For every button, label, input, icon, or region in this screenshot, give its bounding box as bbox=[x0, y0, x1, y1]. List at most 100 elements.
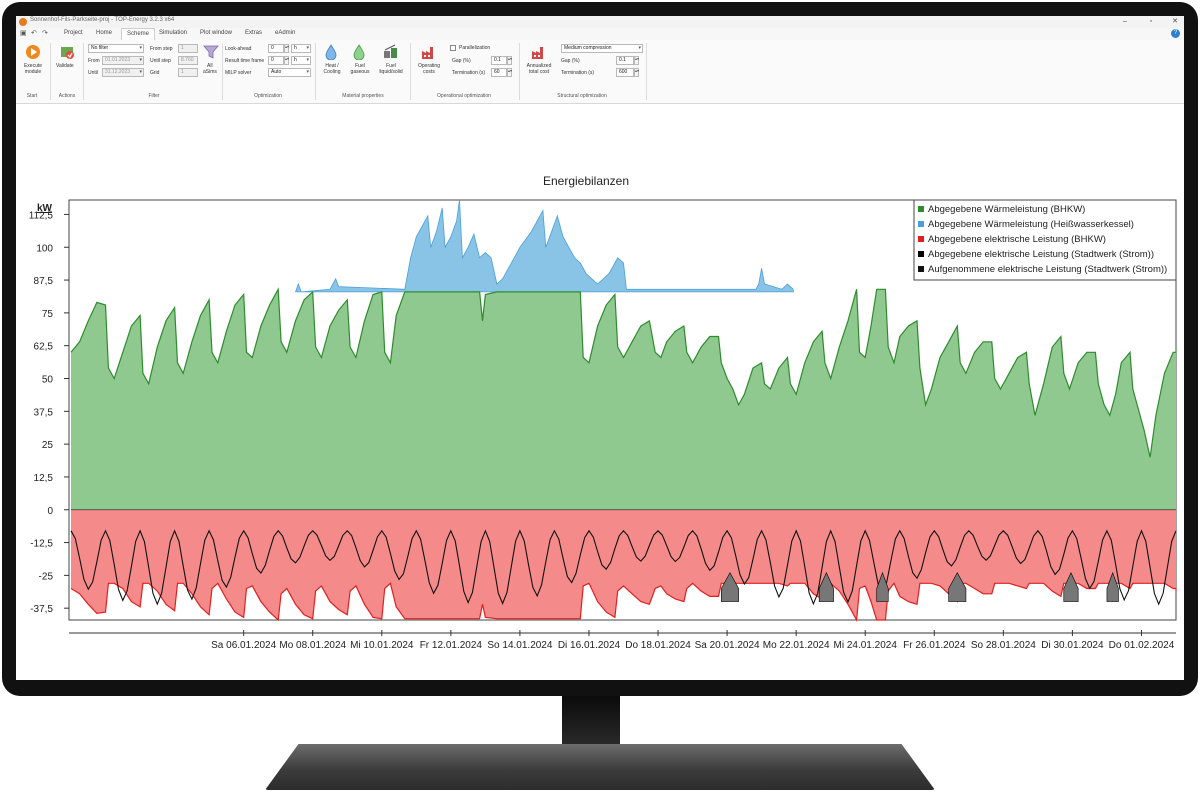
execute-module-label: Execute module bbox=[23, 63, 43, 75]
series-area-grid-export bbox=[948, 572, 967, 602]
execute-module-button[interactable]: Execute module bbox=[18, 42, 48, 88]
str-termination-stepper[interactable]: ▴▾ bbox=[634, 68, 639, 77]
y-tick-label: 62,5 bbox=[34, 342, 54, 353]
from-date-field[interactable]: 01.01.2023 ▾ bbox=[102, 56, 144, 65]
execute-icon bbox=[26, 45, 40, 59]
series-area-boiler-heat bbox=[295, 199, 794, 293]
save-icon[interactable]: ▣ bbox=[20, 30, 27, 37]
annualized-total-cost-button[interactable]: Annualized total cost bbox=[522, 42, 556, 88]
close-icon[interactable]: ✕ bbox=[1172, 18, 1178, 25]
validate-icon bbox=[61, 47, 74, 59]
grid-field[interactable]: 1 bbox=[178, 68, 198, 77]
str-gap-field[interactable]: 0.1 bbox=[616, 56, 634, 65]
str-gap-stepper[interactable]: ▴▾ bbox=[634, 56, 639, 65]
factory-icon bbox=[422, 47, 433, 59]
group-label-optimization: Optimization bbox=[254, 93, 282, 99]
chevron-down-icon: ▾ bbox=[306, 45, 309, 51]
until-date-field[interactable]: 31.12.2023 ▾ bbox=[102, 68, 144, 77]
legend-swatch bbox=[918, 251, 924, 257]
ribbon-separator bbox=[50, 43, 51, 100]
y-tick-label: 0 bbox=[47, 506, 53, 517]
x-tick-label: Di 16.01.2024 bbox=[558, 640, 621, 651]
fuel-gas-drop-icon bbox=[353, 44, 365, 60]
minimize-icon[interactable]: – bbox=[1123, 18, 1127, 25]
validate-button[interactable]: Validate bbox=[53, 42, 81, 88]
tab-extras[interactable]: Extras bbox=[245, 30, 263, 36]
ribbon-separator bbox=[83, 43, 84, 100]
all-asims-button[interactable]: All aSims bbox=[201, 42, 221, 88]
result-time-frame-stepper[interactable]: ▴▾ bbox=[284, 56, 289, 65]
series-area-grid-export bbox=[721, 572, 739, 602]
fuel-liquid-solid-button[interactable]: Fuel liquid/solid bbox=[374, 42, 408, 88]
tab-home[interactable]: Home bbox=[96, 30, 113, 36]
op-gap-stepper[interactable]: ▴▾ bbox=[507, 56, 512, 65]
y-tick-label: -12,5 bbox=[30, 539, 53, 550]
series-area-grid-export bbox=[876, 571, 889, 602]
annualized-total-cost-label: Annualized total cost bbox=[526, 63, 552, 75]
validate-label: Validate bbox=[56, 63, 74, 69]
lookahead-stepper[interactable]: ▴▾ bbox=[284, 44, 289, 53]
lookahead-field[interactable]: 0 bbox=[268, 44, 284, 53]
tab-simulation[interactable]: Simulation bbox=[159, 30, 188, 36]
tab-eadmin[interactable]: eAdmin bbox=[275, 30, 296, 36]
fuel-barrel-icon bbox=[384, 44, 397, 58]
series-area-bhkw-heat bbox=[71, 289, 1176, 510]
compression-select[interactable]: Medium compression ▾ bbox=[561, 44, 643, 53]
undo-icon[interactable]: ↶ bbox=[31, 30, 37, 37]
y-tick-label: 25 bbox=[42, 440, 54, 451]
legend-entry: Abgegebene elektrische Leistung (BHKW) bbox=[928, 234, 1106, 245]
tab-scheme[interactable]: Scheme bbox=[121, 28, 156, 40]
energy-balance-chart: Energiebilanzen -37,5 -25 -12,5 0 12,5 25 37,5… bbox=[29, 174, 1177, 651]
x-tick-label: So 14.01.2024 bbox=[487, 640, 552, 651]
result-time-frame-unit-select[interactable]: h ▾ bbox=[291, 56, 311, 65]
heat-cooling-button[interactable]: Heat / Cooling bbox=[318, 42, 344, 88]
help-icon[interactable]: ? bbox=[1171, 29, 1180, 38]
redo-icon[interactable]: ↷ bbox=[42, 30, 48, 37]
from-step-field[interactable]: 1 bbox=[178, 44, 198, 53]
fuel-gaseous-button[interactable]: Fuel gaseous bbox=[346, 42, 372, 88]
all-label: All bbox=[207, 63, 213, 69]
lookahead-unit-select[interactable]: h ▾ bbox=[291, 44, 311, 53]
tab-project[interactable]: Project bbox=[64, 30, 83, 36]
from-date-value: 01.01.2023 bbox=[105, 57, 131, 63]
group-label-material-properties: Material properties bbox=[342, 93, 384, 99]
ribbon-separator bbox=[222, 43, 223, 100]
tab-plot-window[interactable]: Plot window bbox=[200, 30, 233, 36]
op-gap-field[interactable]: 0.1 bbox=[491, 56, 507, 65]
y-axis: -37,5 -25 -12,5 0 12,5 25 37,5 50 62,5 75 87,5 100 1… bbox=[29, 203, 1176, 615]
operating-costs-button[interactable]: Operating costs bbox=[414, 42, 444, 88]
x-tick-label: Mo 22.01.2024 bbox=[763, 640, 830, 651]
op-termination-stepper[interactable]: ▴▾ bbox=[507, 68, 512, 77]
milp-solver-select[interactable]: Auto ▾ bbox=[268, 68, 311, 77]
grid-label: Grid bbox=[150, 70, 160, 76]
series-line-bhkw-heat bbox=[70, 287, 1177, 458]
y-tick-label: 12,5 bbox=[34, 473, 54, 484]
chart-title: Energiebilanzen bbox=[543, 174, 629, 188]
until-date-value: 31.12.2023 bbox=[105, 69, 131, 75]
series-areas bbox=[70, 199, 1177, 623]
legend: Abgegebene Wärmeleistung (BHKW) Abgegeben… bbox=[913, 199, 1177, 281]
title-bar: Sonnenhof-Fils-Parkseite-proj - TOP-Ener… bbox=[16, 16, 1184, 28]
x-tick-label: Fr 12.01.2024 bbox=[420, 640, 483, 651]
maximize-icon[interactable]: ▫ bbox=[1149, 18, 1153, 25]
x-tick-label: Di 30.01.2024 bbox=[1041, 640, 1104, 651]
y-tick-label: 50 bbox=[42, 375, 54, 386]
x-tick-label: Mi 10.01.2024 bbox=[350, 640, 414, 651]
y-tick-label: 112,5 bbox=[29, 210, 54, 221]
filter-select[interactable]: No filter ▾ bbox=[88, 44, 144, 53]
str-termination-field[interactable]: 600 bbox=[616, 68, 634, 77]
legend-box bbox=[913, 199, 1177, 281]
x-tick-label: Sa 20.01.2024 bbox=[695, 640, 760, 651]
legend-swatch bbox=[918, 236, 924, 242]
chevron-down-icon: ▾ bbox=[139, 45, 142, 51]
milp-solver-label: MILP solver bbox=[225, 70, 252, 76]
op-termination-field[interactable]: 60 bbox=[491, 68, 507, 77]
result-time-frame-field[interactable]: 0 bbox=[268, 56, 284, 65]
series-area-bhkw-electric bbox=[71, 509, 1176, 620]
monitor-stand-neck bbox=[562, 696, 620, 746]
parallelization-label: Parallelization bbox=[459, 45, 491, 51]
ribbon-separator bbox=[410, 43, 411, 100]
group-label-structural-optimization: Structural optimization bbox=[557, 93, 607, 99]
until-step-field[interactable]: 8.760 bbox=[178, 56, 198, 65]
parallelization-checkbox[interactable] bbox=[450, 45, 456, 51]
